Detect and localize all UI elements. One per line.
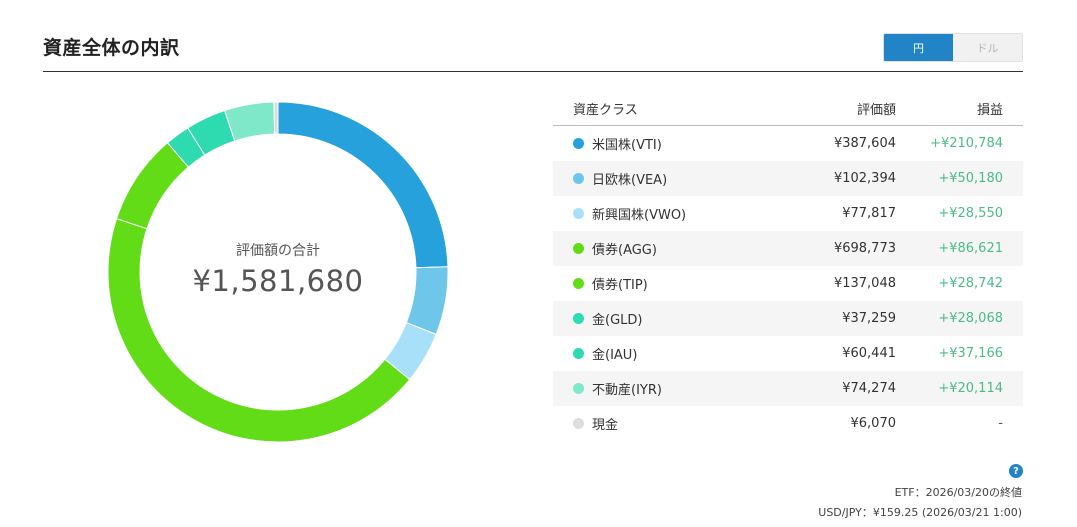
- page-title: 資産全体の内訳: [43, 37, 180, 59]
- legend-dot-icon: [573, 138, 584, 149]
- asset-name: 金(IAU): [592, 348, 638, 363]
- asset-name: 米国株(VTI): [592, 138, 662, 153]
- fx-note: USD/JPY：¥159.25 (2026/03/21 1:00): [818, 506, 1022, 519]
- asset-name: 新興国株(VWO): [592, 208, 687, 223]
- table-row: 金(IAU) ¥60,441 +¥37,166: [553, 336, 1023, 371]
- asset-donut-chart: 評価額の合計 ¥1,581,680: [108, 102, 448, 442]
- valuation-cell: ¥60,441: [842, 346, 896, 361]
- table-row: 債券(TIP) ¥137,048 +¥28,742: [553, 266, 1023, 301]
- table-row: 現金 ¥6,070 -: [553, 406, 1023, 441]
- valuation-cell: ¥102,394: [833, 171, 896, 186]
- table-row: 金(GLD) ¥37,259 +¥28,068: [553, 301, 1023, 336]
- asset-name: 日欧株(VEA): [592, 173, 668, 188]
- title-divider: [43, 71, 1023, 72]
- asset-name: 債券(AGG): [592, 243, 657, 258]
- donut-slice[interactable]: [115, 142, 190, 230]
- gain-cell: +¥28,550: [938, 206, 1003, 221]
- asset-table: 資産クラス 評価額 損益 米国株(VTI) ¥387,604 +¥210,784 日欧…: [553, 92, 1023, 441]
- table-row: 日欧株(VEA) ¥102,394 +¥50,180: [553, 161, 1023, 196]
- donut-slice[interactable]: [405, 266, 448, 336]
- asset-name-cell: 新興国株(VWO): [553, 204, 776, 223]
- legend-dot-icon: [573, 418, 584, 429]
- table-header: 資産クラス 評価額 損益: [553, 92, 1023, 126]
- gain-cell: +¥28,742: [938, 276, 1003, 291]
- asset-name-cell: 日欧株(VEA): [553, 169, 776, 188]
- currency-toggle[interactable]: 円 ドル: [883, 33, 1023, 62]
- dollar-toggle-button[interactable]: ドル: [953, 34, 1022, 61]
- legend-dot-icon: [573, 313, 584, 324]
- valuation-cell: ¥37,259: [842, 311, 896, 326]
- gain-cell: +¥28,068: [938, 311, 1003, 326]
- valuation-cell: ¥6,070: [850, 416, 897, 431]
- gain-cell: -: [998, 416, 1003, 431]
- asset-name: 金(GLD): [592, 313, 643, 328]
- donut-slice[interactable]: [108, 218, 411, 442]
- legend-dot-icon: [573, 173, 584, 184]
- etf-note: ETF：2026/03/20の終値: [894, 486, 1022, 499]
- legend-dot-icon: [573, 383, 584, 394]
- gain-cell: +¥210,784: [930, 136, 1003, 151]
- question-circle-icon[interactable]: ?: [1009, 464, 1023, 478]
- table-row: 不動産(IYR) ¥74,274 +¥20,114: [553, 371, 1023, 406]
- asset-name-cell: 金(GLD): [553, 309, 776, 328]
- asset-name-cell: 金(IAU): [553, 344, 776, 363]
- table-row: 新興国株(VWO) ¥77,817 +¥28,550: [553, 196, 1023, 231]
- table-row: 債券(AGG) ¥698,773 +¥86,621: [553, 231, 1023, 266]
- legend-dot-icon: [573, 278, 584, 289]
- donut-slice[interactable]: [273, 102, 279, 135]
- valuation-cell: ¥698,773: [833, 241, 896, 256]
- gain-cell: +¥37,166: [938, 346, 1003, 361]
- table-row: 米国株(VTI) ¥387,604 +¥210,784: [553, 126, 1023, 161]
- asset-name: 不動産(IYR): [592, 383, 662, 398]
- donut-slice[interactable]: [277, 102, 448, 269]
- asset-name-cell: 現金: [553, 414, 776, 433]
- yen-toggle-button[interactable]: 円: [884, 34, 953, 61]
- legend-dot-icon: [573, 208, 584, 219]
- table-body: 米国株(VTI) ¥387,604 +¥210,784 日欧株(VEA) ¥102,39…: [553, 126, 1023, 441]
- valuation-cell: ¥77,817: [842, 206, 896, 221]
- header-asset-class: 資産クラス: [573, 103, 638, 118]
- asset-name: 現金: [592, 418, 619, 433]
- valuation-cell: ¥137,048: [833, 276, 896, 291]
- asset-name-cell: 債券(TIP): [553, 274, 776, 293]
- gain-cell: +¥50,180: [938, 171, 1003, 186]
- donut-chart-svg: [108, 102, 448, 442]
- legend-dot-icon: [573, 243, 584, 254]
- header-valuation: 評価額: [856, 103, 896, 118]
- asset-name-cell: 不動産(IYR): [553, 379, 776, 398]
- gain-cell: +¥20,114: [938, 381, 1003, 396]
- valuation-cell: ¥387,604: [833, 136, 896, 151]
- valuation-cell: ¥74,274: [842, 381, 896, 396]
- gain-cell: +¥86,621: [938, 241, 1003, 256]
- legend-dot-icon: [573, 348, 584, 359]
- header-gain: 損益: [976, 103, 1003, 118]
- asset-name-cell: 債券(AGG): [553, 239, 776, 258]
- asset-name: 債券(TIP): [592, 278, 648, 293]
- asset-name-cell: 米国株(VTI): [553, 134, 776, 153]
